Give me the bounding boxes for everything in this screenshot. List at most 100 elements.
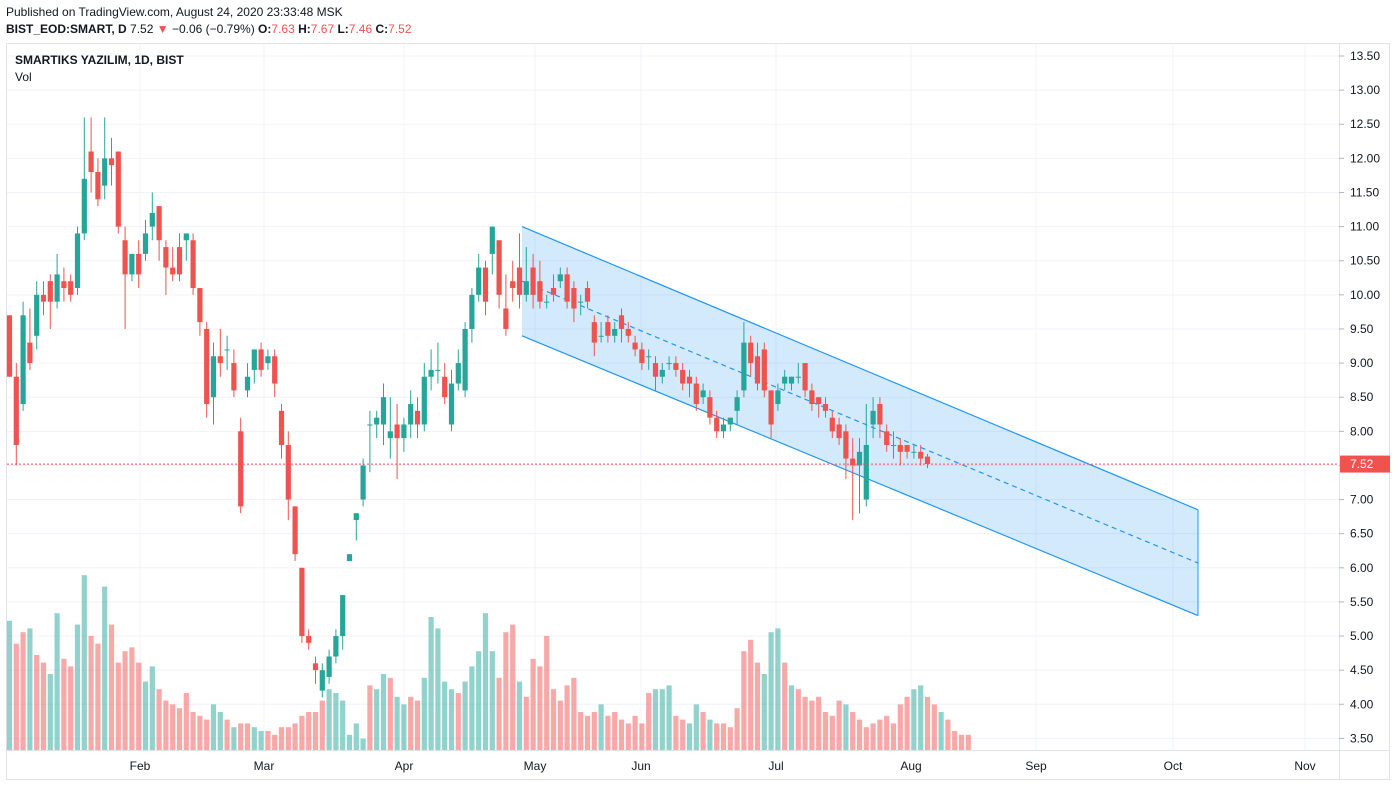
candle-body: [768, 390, 774, 425]
volume-bar: [435, 628, 441, 750]
volume-bar: [258, 731, 264, 750]
candle-body: [584, 288, 591, 302]
volume-bar: [6, 620, 13, 750]
candle-body: [571, 288, 577, 309]
candle-body: [204, 328, 210, 405]
candle-body: [217, 356, 223, 364]
candle-body: [503, 308, 509, 329]
volume-bar: [591, 712, 597, 750]
price-tick-label: 5.50: [1350, 595, 1374, 609]
price-tick-label: 10.50: [1350, 254, 1380, 268]
volume-bar: [945, 719, 951, 750]
candle-body: [510, 281, 516, 289]
candle-body: [176, 247, 183, 275]
volume-bar: [115, 662, 121, 750]
volume-bar: [353, 723, 359, 750]
volume-bar: [877, 719, 883, 750]
volume-bar: [102, 586, 108, 750]
price-axis[interactable]: 13.50 13.00 12.50 12.00 11.50 11.00 10.50 10.00…: [1339, 49, 1380, 745]
volume-bar: [244, 723, 251, 750]
candle-body: [142, 233, 149, 254]
volume-bar: [394, 696, 400, 750]
candle-body: [401, 424, 407, 439]
candle-body: [306, 636, 312, 643]
volume-bar: [367, 685, 373, 750]
volume-bar: [401, 704, 407, 750]
volume-bar: [306, 712, 312, 750]
price-tick-label: 13.00: [1350, 83, 1380, 97]
volume-bar: [911, 689, 917, 750]
candle-body: [414, 410, 421, 425]
volume-bar: [251, 727, 257, 750]
volume-bar: [108, 624, 115, 750]
volume-bar: [843, 704, 849, 750]
candle-body: [911, 451, 917, 453]
volume-bar: [924, 696, 931, 750]
volume-bar: [516, 681, 523, 750]
volume-bar: [61, 658, 67, 750]
volume-bar: [666, 685, 672, 750]
time-tick-label: Mar: [254, 759, 275, 773]
volume-bar: [190, 712, 196, 750]
candle-body: [482, 267, 489, 302]
time-tick-label: May: [524, 759, 547, 773]
candle-body: [156, 206, 162, 241]
candle-body: [646, 356, 652, 358]
candle-body: [870, 410, 876, 425]
volume-bar: [312, 712, 319, 750]
candle-body: [884, 431, 890, 445]
candle-body: [428, 369, 434, 377]
open-value: 7.63: [271, 22, 295, 36]
candle-body: [333, 636, 339, 657]
candle-body: [353, 513, 359, 521]
volume-bar: [612, 712, 618, 750]
time-tick-label: Jul: [768, 759, 783, 773]
candle-body: [836, 424, 842, 439]
candle-body: [877, 404, 883, 425]
volume-bar: [183, 693, 189, 750]
candle-body: [632, 342, 638, 350]
volume-bar: [469, 666, 475, 750]
candle-body: [727, 417, 733, 425]
candle-body: [244, 376, 251, 391]
candle-body: [136, 253, 142, 275]
volume-bar: [414, 700, 421, 750]
candle-body: [231, 363, 237, 391]
volume-bar: [537, 666, 543, 750]
volume-bar: [958, 734, 965, 750]
volume-bar: [421, 677, 427, 750]
volume-bar: [673, 715, 679, 750]
candle-body: [163, 247, 169, 268]
candle-body: [122, 240, 128, 275]
volume-bar: [693, 704, 699, 750]
low-value: 7.46: [348, 22, 373, 36]
candle-body: [47, 281, 53, 302]
candle-body: [618, 315, 625, 329]
candle-body: [707, 397, 713, 418]
candle-body: [469, 294, 475, 329]
volume-bar: [897, 704, 903, 750]
time-axis[interactable]: Feb Mar Apr May Jun Jul Aug Sep Oct Nov: [130, 759, 1316, 773]
volume-bar: [142, 681, 149, 750]
price-tick-label: 3.50: [1350, 731, 1374, 745]
volume-bar: [639, 723, 645, 750]
volume-bar: [890, 723, 897, 750]
volume-bar: [20, 632, 26, 750]
volume-bar: [122, 651, 128, 750]
regression-channel[interactable]: [521, 226, 1199, 617]
candle-body: [489, 226, 495, 254]
candle-body: [666, 363, 672, 365]
volume-bar: [129, 647, 135, 750]
volume-bar: [489, 651, 495, 750]
price-tick-label: 11.00: [1350, 220, 1379, 234]
candle-body: [537, 281, 543, 302]
down-arrow-icon: ▼: [156, 22, 169, 36]
time-tick-label: Jun: [631, 759, 650, 773]
candle-body: [442, 376, 448, 398]
volume-bar: [149, 666, 155, 750]
volume-bar: [965, 734, 971, 750]
candle-body: [605, 322, 611, 336]
candle-body: [210, 356, 217, 398]
candle-body: [850, 458, 856, 466]
